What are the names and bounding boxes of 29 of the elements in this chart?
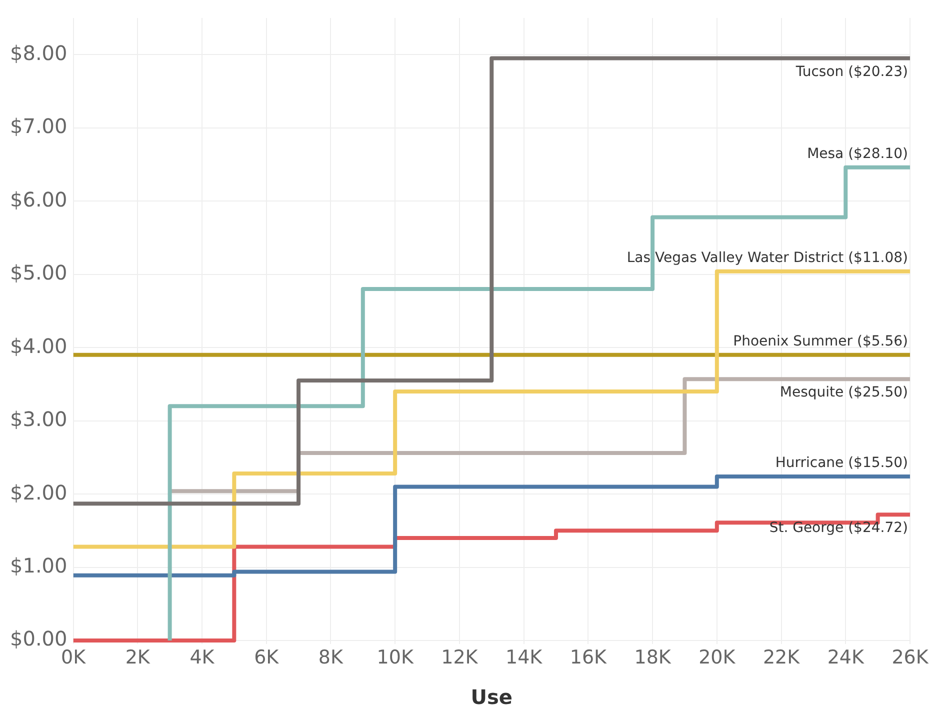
x-tick-label: 20K — [698, 646, 736, 669]
x-tick-label: 14K — [505, 646, 543, 669]
x-tick-label: 12K — [441, 646, 478, 669]
series-label: Las Vegas Valley Water District ($11.08) — [626, 250, 908, 266]
x-tick-label: 18K — [634, 646, 672, 669]
x-tick-label: 4K — [190, 646, 215, 669]
x-tick-label: 26K — [892, 646, 929, 669]
y-tick-label: $6.00 — [10, 187, 68, 212]
x-tick-label: 6K — [254, 646, 280, 669]
x-tick-label: 16K — [570, 646, 608, 669]
series-label: St. George ($24.72) — [769, 520, 908, 536]
y-tick-label: $3.00 — [10, 407, 68, 432]
x-tick-label: 2K — [125, 646, 150, 669]
series-label: Phoenix Summer ($5.56) — [733, 334, 908, 350]
series-label: Tucson ($20.23) — [794, 64, 908, 80]
x-tick-label: 10K — [376, 646, 414, 669]
x-tick-label: 22K — [762, 646, 800, 669]
y-tick-label: $7.00 — [10, 114, 68, 138]
y-tick-label: $5.00 — [10, 260, 68, 285]
x-tick-label: 8K — [318, 646, 344, 669]
y-tick-label: $8.00 — [10, 40, 68, 65]
x-axis-title: Use — [470, 685, 512, 710]
series-label: Mesa ($28.10) — [807, 146, 908, 162]
series-label: Hurricane ($15.50) — [775, 455, 908, 472]
y-tick-label: $2.00 — [10, 480, 68, 504]
y-tick-label: $1.00 — [10, 554, 68, 578]
y-tick-label: $4.00 — [10, 334, 68, 358]
x-tick-label: 24K — [827, 646, 864, 669]
series-label: Mesquite ($25.50) — [780, 384, 908, 401]
